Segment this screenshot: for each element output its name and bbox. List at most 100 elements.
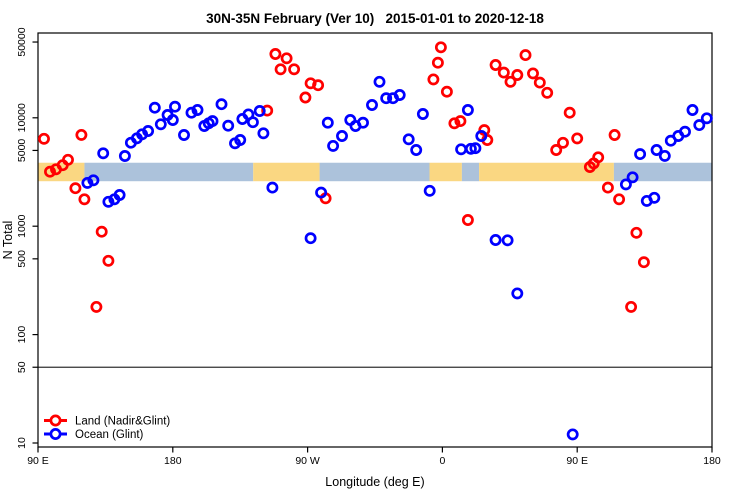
data-point-ocean bbox=[154, 118, 167, 131]
data-point-ocean bbox=[648, 191, 661, 204]
data-point-land bbox=[608, 129, 621, 141]
data-point-land bbox=[299, 91, 312, 104]
data-point-ocean bbox=[185, 106, 198, 119]
data-point-ocean bbox=[366, 99, 378, 111]
data-point-ocean bbox=[118, 150, 131, 162]
data-point-ocean bbox=[97, 147, 110, 160]
data-point-land bbox=[504, 75, 517, 88]
data-point-ocean bbox=[102, 195, 115, 208]
land-ocean-band bbox=[38, 162, 712, 182]
chart-title: 30N-35N February (Ver 10) 2015-01-01 to … bbox=[206, 11, 544, 26]
data-point-ocean bbox=[142, 125, 155, 137]
data-point-land bbox=[448, 117, 461, 130]
data-point-ocean bbox=[87, 174, 100, 187]
data-point-ocean bbox=[410, 144, 423, 156]
data-point-land bbox=[269, 48, 282, 60]
data-point-ocean bbox=[148, 101, 161, 114]
data-point-ocean bbox=[266, 181, 279, 194]
data-point-ocean bbox=[501, 234, 514, 247]
legend: Land (Nadir&Glint)Ocean (Glint) bbox=[44, 414, 170, 441]
data-point-ocean bbox=[402, 133, 415, 146]
data-point-ocean bbox=[113, 189, 126, 201]
data-point-land bbox=[592, 151, 605, 164]
band-segment-land bbox=[253, 162, 320, 182]
data-point-ocean bbox=[373, 75, 386, 88]
y-axis-title: N Total bbox=[1, 221, 15, 260]
data-point-land bbox=[489, 59, 502, 71]
data-point-ocean bbox=[336, 130, 348, 142]
data-point-land bbox=[630, 226, 643, 239]
data-point-land bbox=[280, 52, 293, 65]
data-points bbox=[38, 41, 713, 441]
data-point-land bbox=[497, 66, 510, 79]
data-point-ocean bbox=[321, 116, 334, 129]
data-point-ocean bbox=[380, 92, 393, 105]
data-point-ocean bbox=[304, 232, 317, 245]
data-point-land bbox=[541, 86, 554, 99]
x-tick-label: 180 bbox=[703, 455, 721, 467]
data-point-ocean bbox=[178, 129, 190, 141]
data-point-land bbox=[519, 49, 532, 62]
data-point-land bbox=[274, 63, 287, 76]
data-point-ocean bbox=[191, 104, 204, 116]
data-point-land bbox=[511, 69, 524, 81]
data-point-land bbox=[527, 67, 539, 80]
data-point-land bbox=[434, 41, 447, 54]
data-point-land bbox=[563, 106, 576, 119]
data-point-ocean bbox=[619, 178, 632, 191]
y-tick-label: 10 bbox=[16, 437, 28, 449]
legend-marker bbox=[49, 414, 62, 427]
band-segment-ocean bbox=[319, 162, 430, 182]
data-point-land bbox=[288, 63, 301, 76]
data-point-land bbox=[312, 79, 325, 92]
legend-label: Land (Nadir&Glint) bbox=[75, 416, 170, 428]
data-point-land bbox=[75, 128, 88, 141]
data-point-ocean bbox=[469, 142, 482, 155]
data-point-land bbox=[95, 225, 108, 238]
band-segment-ocean bbox=[461, 162, 480, 182]
data-point-land bbox=[533, 76, 546, 89]
data-point-land bbox=[637, 256, 650, 269]
data-point-ocean bbox=[234, 134, 247, 146]
band-segment-land bbox=[429, 162, 462, 182]
axes: 90 E 180 90 W 0 90 E 180 10 50 100 500 1000 5000 100… bbox=[16, 27, 721, 467]
data-point-ocean bbox=[222, 119, 235, 132]
y-tick-label: 500 bbox=[16, 250, 28, 268]
data-point-land bbox=[440, 85, 453, 98]
data-point-land bbox=[550, 144, 563, 156]
data-point-ocean bbox=[511, 287, 524, 300]
data-point-ocean bbox=[327, 139, 340, 152]
data-point-ocean bbox=[658, 149, 671, 162]
legend-label: Ocean (Glint) bbox=[75, 429, 144, 441]
data-point-land bbox=[613, 193, 626, 206]
y-tick-label: 1000 bbox=[16, 214, 28, 238]
data-point-ocean bbox=[393, 89, 406, 101]
x-tick-label: 90 W bbox=[295, 455, 320, 467]
data-point-land bbox=[102, 254, 115, 267]
data-point-land bbox=[69, 182, 82, 195]
data-point-ocean bbox=[626, 171, 639, 184]
x-tick-label: 90 E bbox=[27, 455, 49, 467]
data-point-ocean bbox=[423, 184, 436, 197]
data-point-land bbox=[601, 181, 614, 194]
data-point-land bbox=[431, 56, 444, 69]
data-point-ocean bbox=[81, 176, 94, 189]
data-point-land bbox=[571, 132, 584, 145]
data-point-ocean bbox=[679, 125, 691, 138]
band-segment-land bbox=[479, 162, 614, 182]
plot-border bbox=[37, 32, 713, 448]
x-tick-label: 0 bbox=[439, 455, 445, 467]
data-point-ocean bbox=[257, 127, 270, 140]
x-tick-label: 180 bbox=[164, 455, 182, 467]
legend-marker bbox=[49, 428, 62, 440]
data-point-ocean bbox=[693, 119, 706, 132]
data-point-land bbox=[62, 153, 74, 166]
data-point-ocean bbox=[315, 186, 328, 199]
data-point-land bbox=[461, 214, 474, 226]
data-point-ocean bbox=[357, 116, 369, 129]
y-tick-label: 50000 bbox=[16, 27, 28, 56]
data-point-ocean bbox=[475, 130, 488, 142]
data-point-ocean bbox=[489, 234, 502, 246]
data-point-land bbox=[625, 300, 638, 313]
